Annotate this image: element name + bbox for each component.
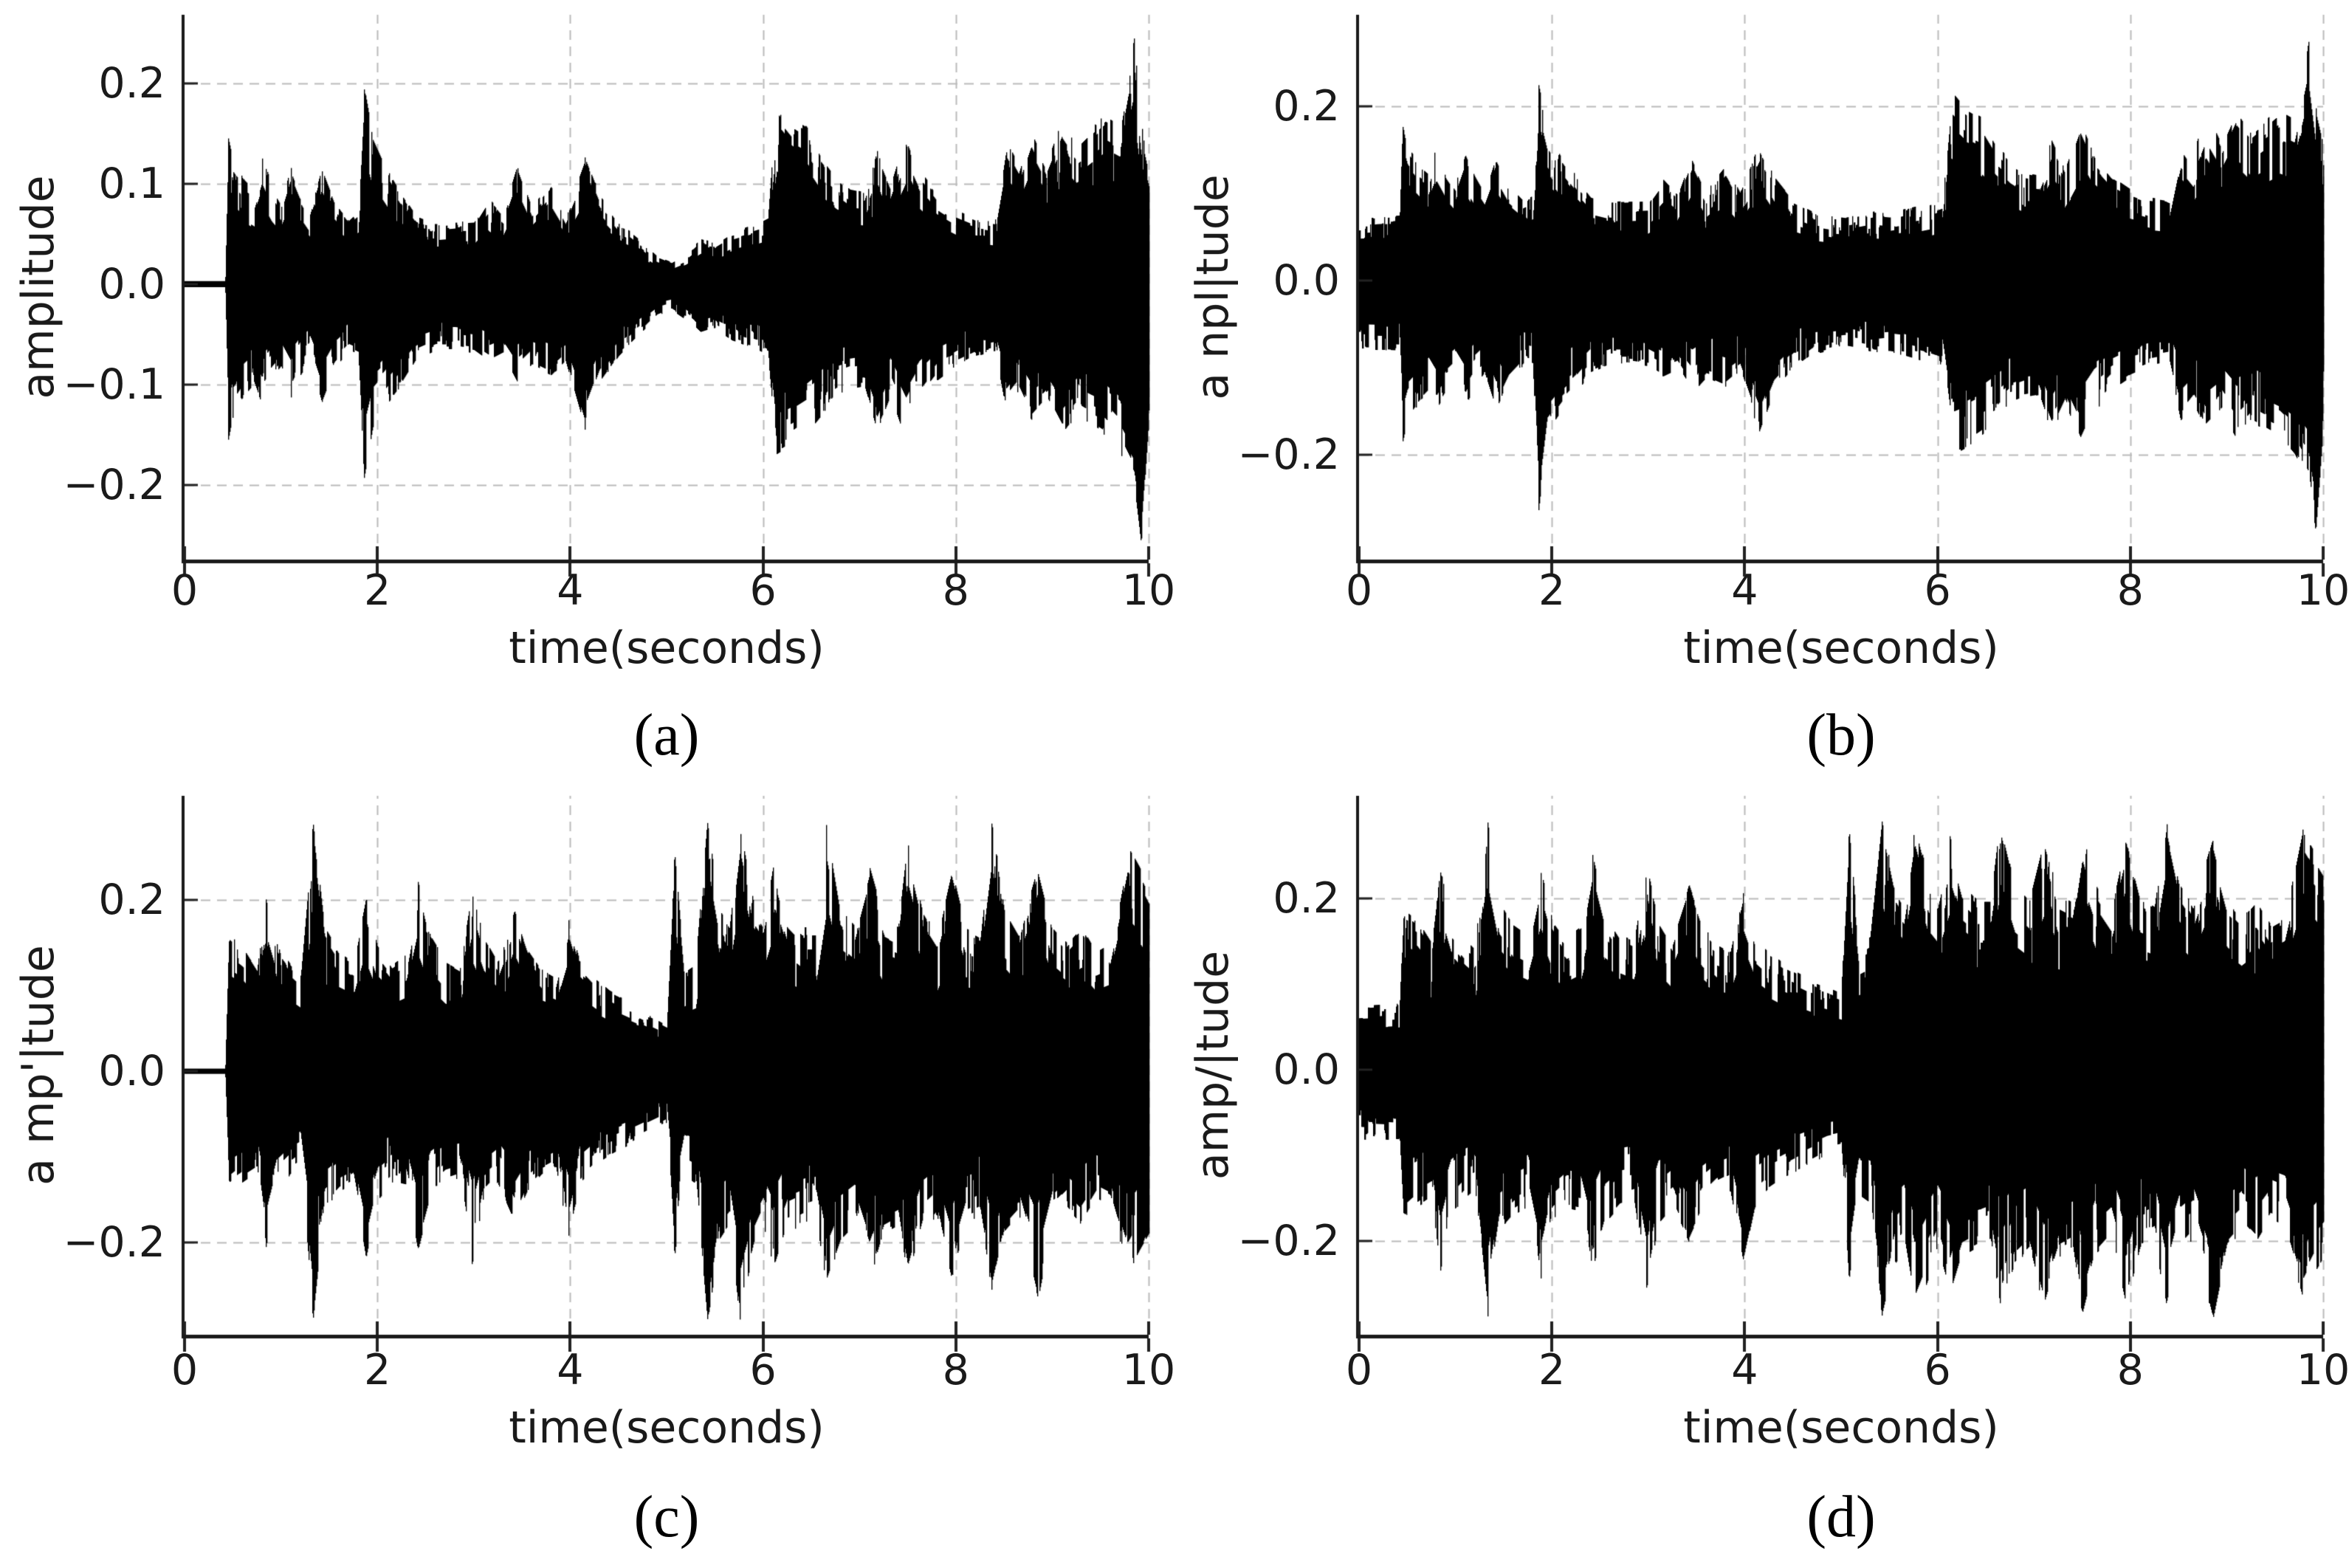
x-tick-label: 2 bbox=[364, 566, 391, 615]
y-tick-label: 0.0 bbox=[98, 1047, 165, 1096]
y-tick-label: 0.1 bbox=[98, 159, 165, 208]
waveform-plot-a bbox=[0, 0, 1174, 784]
x-axis-label: time(seconds) bbox=[509, 1402, 825, 1454]
x-axis-label: time(seconds) bbox=[1683, 622, 1999, 674]
x-tick-label: 0 bbox=[1345, 1346, 1373, 1395]
x-tick-label: 6 bbox=[1924, 1346, 1951, 1395]
x-tick-label: 4 bbox=[1731, 1346, 1758, 1395]
y-tick-label: 0.2 bbox=[1273, 81, 1340, 131]
x-tick-label: 8 bbox=[942, 566, 969, 615]
x-tick-label: 8 bbox=[2116, 566, 2144, 615]
panel-d: amp/|tude time(seconds) (d) 0.2 0.0 −0.2 0 2… bbox=[1174, 784, 2349, 1568]
panel-caption: (b) bbox=[1806, 703, 1876, 768]
x-axis-label: time(seconds) bbox=[1683, 1402, 1999, 1454]
x-tick-label: 6 bbox=[1924, 566, 1951, 615]
x-tick-label: 6 bbox=[749, 566, 777, 615]
x-tick-label: 4 bbox=[1731, 566, 1758, 615]
x-tick-label: 2 bbox=[1538, 1346, 1566, 1395]
y-tick-label: −0.1 bbox=[63, 360, 165, 410]
x-tick-label: 8 bbox=[2116, 1346, 2144, 1395]
x-axis-label: time(seconds) bbox=[509, 622, 825, 674]
panel-caption: (d) bbox=[1806, 1485, 1876, 1550]
x-tick-label: 6 bbox=[749, 1346, 777, 1395]
y-tick-label: −0.2 bbox=[1237, 430, 1340, 480]
waveform-plot-d bbox=[1174, 784, 2349, 1568]
x-tick-label: 0 bbox=[1345, 566, 1373, 615]
y-tick-label: 0.0 bbox=[1273, 1045, 1340, 1094]
x-tick-label: 4 bbox=[557, 566, 584, 615]
x-tick-label: 4 bbox=[557, 1346, 584, 1395]
y-tick-label: −0.2 bbox=[63, 461, 165, 510]
y-tick-label: 0.2 bbox=[98, 58, 165, 108]
panel-b: a npl|tude time(seconds) (b) 0.2 0.0 −0.2 0… bbox=[1174, 0, 2349, 784]
y-tick-label: 0.2 bbox=[98, 876, 165, 925]
x-tick-label: 10 bbox=[2296, 566, 2349, 615]
y-tick-label: 0.0 bbox=[1273, 256, 1340, 306]
x-tick-label: 10 bbox=[1121, 1346, 1174, 1395]
y-tick-label: 0.0 bbox=[98, 259, 165, 309]
y-tick-label: −0.2 bbox=[63, 1217, 165, 1267]
y-tick-label: 0.2 bbox=[1273, 874, 1340, 924]
x-tick-label: 0 bbox=[171, 566, 199, 615]
waveform-plot-b bbox=[1174, 0, 2349, 784]
x-tick-label: 0 bbox=[171, 1346, 199, 1395]
panel-caption: (a) bbox=[633, 703, 700, 768]
x-tick-label: 10 bbox=[2296, 1346, 2349, 1395]
x-tick-label: 2 bbox=[1538, 566, 1566, 615]
x-tick-label: 8 bbox=[942, 1346, 969, 1395]
x-tick-label: 2 bbox=[364, 1346, 391, 1395]
x-tick-label: 10 bbox=[1121, 566, 1174, 615]
panel-a: amplitude time(seconds) (a) 0.2 0.1 0.0 −0.… bbox=[0, 0, 1174, 784]
panel-caption: (c) bbox=[633, 1485, 700, 1550]
y-tick-label: −0.2 bbox=[1237, 1216, 1340, 1265]
panel-c: a mp'|tude time(seconds) (c) 0.2 0.0 −0.2 0… bbox=[0, 784, 1174, 1568]
waveform-plot-c bbox=[0, 784, 1174, 1568]
